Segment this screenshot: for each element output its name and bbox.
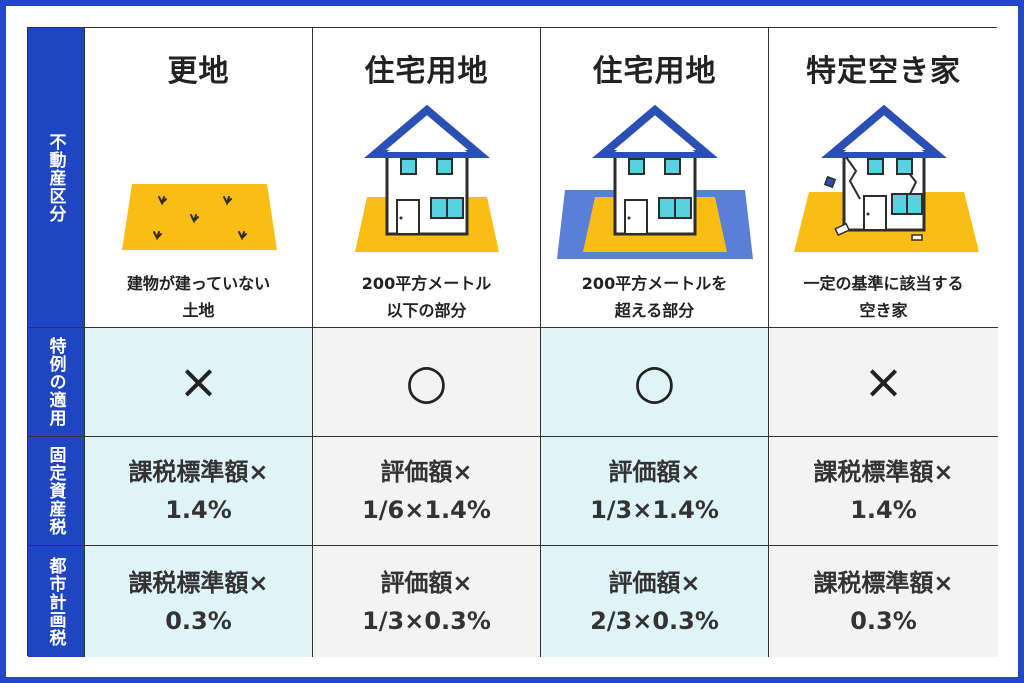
- dilapidated-house-icon: [793, 104, 979, 252]
- special-rule-cell: ○: [541, 328, 769, 437]
- city-planning-tax-cell: 評価額× 2/3×0.3%: [541, 546, 769, 657]
- tax-formula: 課税標準額× 0.3%: [813, 568, 954, 635]
- special-rule-cell: ×: [85, 328, 313, 437]
- house-small-lot-icon: [354, 104, 499, 252]
- row-header-special-rule: 特例の適用: [28, 328, 85, 437]
- cross-mark: ×: [863, 354, 904, 410]
- row-header-property-type: 不動産区分: [28, 28, 85, 328]
- vacant-land-icon: [121, 184, 277, 250]
- column-description: 200平方メートルを 超える部分: [581, 274, 728, 320]
- city-planning-tax-cell: 評価額× 1/3×0.3%: [313, 546, 541, 657]
- property-tax-cell: 課税標準額× 1.4%: [769, 437, 998, 546]
- property-tax-cell: 課税標準額× 1.4%: [85, 437, 313, 546]
- column-description: 200平方メートル 以下の部分: [361, 274, 492, 320]
- column-vacant-land: 更地 建物が建っていない 土地: [85, 28, 313, 328]
- tax-formula: 評価額× 1/3×0.3%: [362, 568, 491, 635]
- tax-formula: 課税標準額× 0.3%: [128, 568, 269, 635]
- special-rule-cell: ×: [769, 328, 998, 437]
- circle-mark: ○: [633, 354, 676, 410]
- comparison-table: 不動産区分 更地 建物が建っていない 土地 住宅用地: [27, 27, 998, 657]
- special-rule-cell: ○: [313, 328, 541, 437]
- cross-mark: ×: [178, 354, 219, 410]
- column-residential-large: 住宅用地 200平方メートルを 超える部分: [541, 28, 769, 328]
- tax-formula: 評価額× 1/3×1.4%: [590, 458, 719, 524]
- column-title: 住宅用地: [364, 54, 489, 89]
- column-description: 建物が建っていない 土地: [126, 274, 271, 320]
- house-large-lot-icon: [556, 104, 753, 259]
- tax-formula: 評価額× 2/3×0.3%: [590, 568, 719, 635]
- column-title: 住宅用地: [592, 54, 717, 89]
- city-planning-tax-cell: 課税標準額× 0.3%: [769, 546, 998, 657]
- city-planning-tax-cell: 課税標準額× 0.3%: [85, 546, 313, 657]
- tax-formula: 課税標準額× 1.4%: [128, 458, 269, 524]
- column-specified-vacant-house: 特定空き家 一定の基準に該当する 空き家: [769, 28, 998, 328]
- column-title: 更地: [167, 54, 230, 89]
- row-header-property-tax: 固定資産税: [28, 437, 85, 546]
- column-title: 特定空き家: [806, 54, 961, 89]
- property-tax-cell: 評価額× 1/6×1.4%: [313, 437, 541, 546]
- row-header-city-planning-tax: 都市計画税: [28, 546, 85, 657]
- tax-formula: 課税標準額× 1.4%: [813, 458, 954, 524]
- tax-formula: 評価額× 1/6×1.4%: [362, 458, 491, 524]
- circle-mark: ○: [405, 354, 448, 410]
- property-tax-cell: 評価額× 1/3×1.4%: [541, 437, 769, 546]
- column-description: 一定の基準に該当する 空き家: [803, 274, 964, 320]
- column-residential-small: 住宅用地 200平方メートル 以下の部分: [313, 28, 541, 328]
